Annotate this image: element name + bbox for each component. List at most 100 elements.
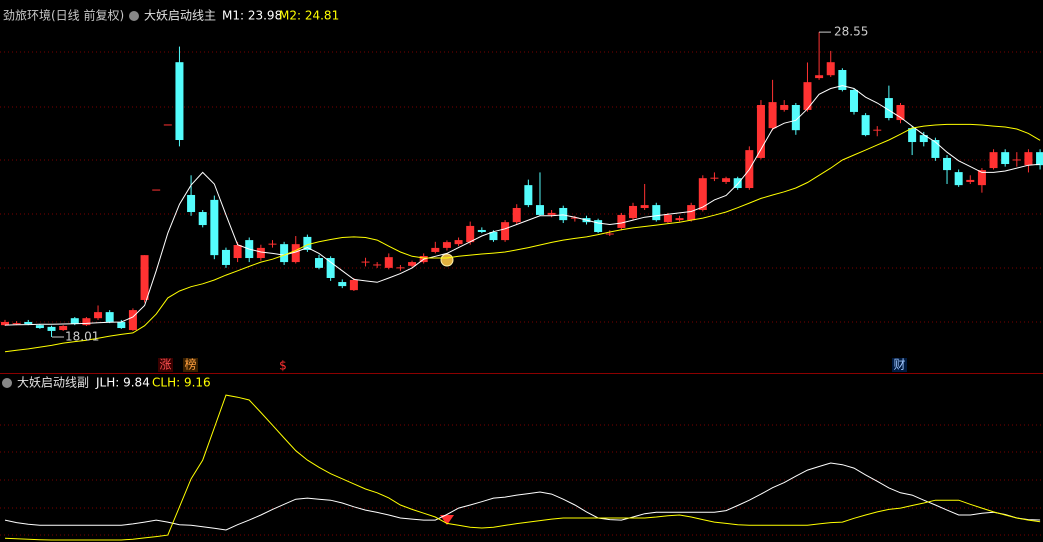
- candle-body: [559, 207, 568, 221]
- candle-body: [547, 212, 556, 215]
- candle-body: [489, 231, 498, 241]
- candle-body: [233, 245, 242, 259]
- candle-body: [221, 249, 230, 265]
- candle-body: [280, 244, 289, 263]
- candle-body: [175, 62, 184, 141]
- candle-body: [256, 247, 265, 259]
- signal-icon: [440, 515, 454, 525]
- candle-body: [838, 70, 847, 90]
- candle-body: [931, 140, 940, 158]
- candle-body: [640, 205, 649, 208]
- candle-body: [1024, 152, 1033, 166]
- candle-body: [70, 318, 79, 324]
- signal-label: 涨: [159, 357, 171, 372]
- candle-body: [675, 218, 684, 221]
- candle-body: [94, 312, 103, 319]
- candle-body: [652, 205, 661, 221]
- candle-body: [919, 135, 928, 143]
- line-series: [4, 85, 1041, 326]
- signal-badge: [892, 358, 907, 372]
- candle-body: [908, 128, 917, 143]
- candle-body: [431, 247, 440, 252]
- candle-body: [791, 105, 800, 131]
- indicator-title: 大妖启动线主: [144, 9, 216, 23]
- candle-body: [1, 321, 9, 326]
- candle-body: [408, 262, 417, 266]
- candle-body: [943, 157, 952, 171]
- candle-body: [687, 205, 696, 221]
- candle-body: [361, 261, 370, 263]
- candle-body: [722, 178, 731, 182]
- candle-body: [594, 220, 603, 232]
- candle-body: [803, 82, 812, 110]
- candle-body: [826, 62, 835, 76]
- candle-body: [396, 267, 405, 269]
- indicator-title: 大妖启动线副: [17, 376, 89, 390]
- legend-entry: M1: 23.98: [222, 9, 282, 23]
- candle-body: [163, 124, 172, 126]
- candle-body: [24, 321, 33, 324]
- candle-body: [663, 214, 672, 223]
- candle-body: [617, 214, 626, 228]
- candle-body: [373, 264, 382, 266]
- candle-body: [698, 178, 707, 211]
- candle-body: [605, 233, 614, 235]
- candle-body: [152, 189, 161, 191]
- candle-body: [384, 257, 393, 268]
- candle-body: [268, 243, 277, 245]
- line-series: [4, 123, 1041, 353]
- candle-body: [989, 152, 998, 169]
- candle-body: [710, 177, 719, 179]
- legend-entry: M2: 24.81: [279, 9, 339, 23]
- candle-body: [187, 194, 196, 213]
- candle-body: [59, 326, 68, 331]
- candle-body: [977, 170, 986, 186]
- candle-body: [873, 129, 882, 131]
- candle-body: [117, 321, 126, 329]
- signal-label: 榜: [184, 357, 196, 372]
- candle-body: [861, 115, 870, 136]
- candle-body: [733, 178, 742, 189]
- candle-body: [535, 205, 544, 215]
- signal-badge: [158, 358, 173, 372]
- chart-title: 劲旅环境(日线 前复权): [3, 8, 124, 23]
- candle-body: [570, 217, 579, 219]
- candle-body: [477, 229, 486, 232]
- candle-body: [140, 255, 149, 300]
- candle-body: [12, 323, 21, 325]
- line-series: [4, 462, 1041, 531]
- candle-body: [349, 280, 358, 291]
- signal-label: $: [279, 359, 287, 373]
- candle-body: [466, 225, 475, 243]
- candle-body: [780, 105, 789, 110]
- candle-body: [442, 242, 451, 248]
- candle-body: [756, 105, 765, 158]
- indicator-icon[interactable]: [2, 378, 12, 388]
- legend-entry: JLH: 9.84: [95, 376, 150, 390]
- candle-body: [884, 98, 893, 119]
- candle-body: [338, 282, 347, 287]
- line-series: [4, 394, 1041, 541]
- candle-body: [524, 185, 533, 206]
- candle-body: [966, 179, 975, 182]
- candle-body: [105, 312, 114, 322]
- coin-icon: [440, 253, 454, 267]
- candle-body: [768, 102, 777, 129]
- signal-label: 财: [893, 358, 905, 372]
- candle-body: [1012, 159, 1021, 161]
- annotation: 18.01: [65, 329, 99, 343]
- candle-body: [849, 89, 858, 112]
- candle-body: [815, 75, 824, 79]
- candle-body: [454, 240, 463, 245]
- candle-body: [629, 205, 638, 219]
- candle-body: [82, 318, 91, 326]
- candle-body: [198, 212, 207, 226]
- candle-body: [954, 172, 963, 186]
- candle-body: [1001, 152, 1010, 165]
- indicator-icon[interactable]: [129, 11, 139, 21]
- candle-body: [315, 258, 324, 268]
- candle-body: [210, 199, 219, 256]
- candle-body: [896, 105, 905, 121]
